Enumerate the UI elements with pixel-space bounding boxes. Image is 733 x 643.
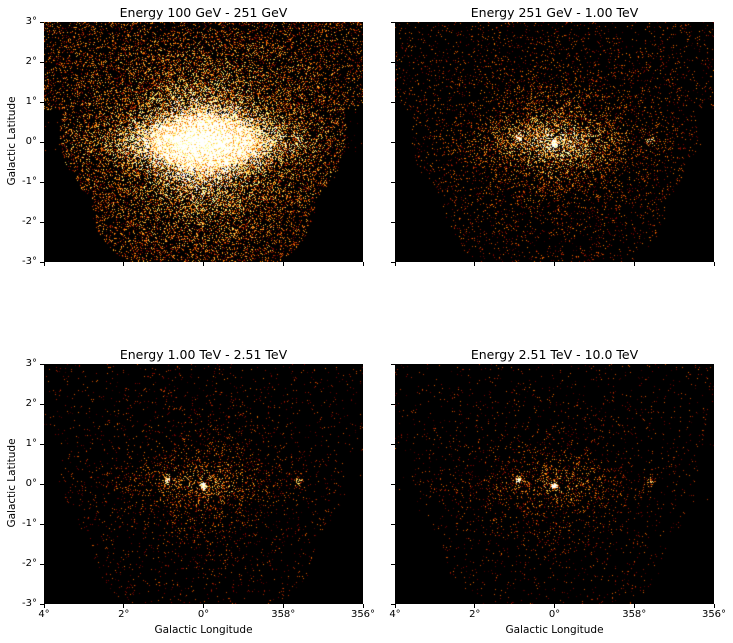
y-tick-label: 0° [25,136,37,147]
panel-title: Energy 100 GeV - 251 GeV [119,5,288,20]
x-tick-label: 2° [469,609,481,620]
y-tick [391,483,395,485]
y-tick-label: 0° [25,478,37,489]
y-tick [40,221,44,223]
x-tick [43,604,45,608]
y-tick [40,603,44,605]
y-tick-label: -1° [22,176,37,187]
y-tick [40,443,44,445]
heatmap-image[interactable] [44,364,363,604]
y-tick [40,523,44,525]
y-tick [391,181,395,183]
x-axis-label: Galactic Longitude [154,624,253,636]
x-tick-label: 2° [118,609,130,620]
y-tick [391,101,395,103]
y-tick [40,61,44,63]
x-tick [713,262,715,266]
x-tick-label: 0° [197,609,210,620]
y-axis-label: Galactic Latitude [6,438,18,528]
x-tick [203,604,204,608]
y-tick [40,21,44,23]
y-tick-label: 3° [25,358,37,369]
y-tick-label: -1° [22,518,37,529]
x-tick-label: 4° [38,609,50,620]
x-tick-label: 4° [389,609,401,620]
y-tick [40,181,44,183]
y-tick [391,603,395,605]
x-axis-label: Galactic Longitude [505,624,604,636]
x-tick [203,262,204,266]
y-tick-label: -2° [22,558,37,569]
y-tick [391,261,395,263]
y-tick [40,363,44,365]
x-tick [282,262,284,266]
x-tick [43,262,45,266]
x-tick [362,262,364,266]
x-tick [394,262,396,266]
y-tick [391,141,395,143]
y-tick [391,403,395,405]
y-tick [391,563,395,565]
y-tick [391,523,395,525]
heatmap-image[interactable] [395,364,714,604]
x-tick [474,262,476,266]
y-tick-label: -2° [22,216,37,227]
y-tick-label: -3° [22,598,37,609]
y-tick [391,363,395,365]
heatmap-image[interactable] [44,22,363,262]
x-tick [474,604,476,608]
panel-title: Energy 251 GeV - 1.00 TeV [470,5,639,20]
x-tick [123,604,125,608]
y-tick [40,483,44,485]
y-tick [40,563,44,565]
y-tick [391,443,395,445]
heatmap-image[interactable] [395,22,714,262]
x-tick-label: 358° [622,609,647,620]
y-tick [40,261,44,263]
y-tick [40,141,44,143]
x-tick [633,262,635,266]
x-tick [633,604,635,608]
x-tick [713,604,715,608]
x-tick-label: 356° [350,609,376,620]
y-tick-label: 3° [25,16,37,27]
x-tick [554,262,555,266]
x-tick-label: 0° [548,609,561,620]
panel-title: Energy 1.00 TeV - 2.51 TeV [119,347,288,362]
y-tick [40,403,44,405]
y-tick-label: 2° [25,398,37,409]
x-tick [394,604,396,608]
y-tick-label: 2° [25,56,37,67]
x-tick [123,262,125,266]
y-tick [391,21,395,23]
y-tick [391,61,395,63]
y-tick-label: -3° [22,256,37,267]
x-tick-label: 356° [701,609,727,620]
y-tick [391,221,395,223]
y-tick-label: 1° [25,96,37,107]
panel-title: Energy 2.51 TeV - 10.0 TeV [470,347,639,362]
y-tick-label: 1° [25,438,37,449]
x-tick-label: 358° [271,609,296,620]
x-tick [282,604,284,608]
y-axis-label: Galactic Latitude [6,96,18,186]
y-tick [40,101,44,103]
x-tick [362,604,364,608]
x-tick [554,604,555,608]
